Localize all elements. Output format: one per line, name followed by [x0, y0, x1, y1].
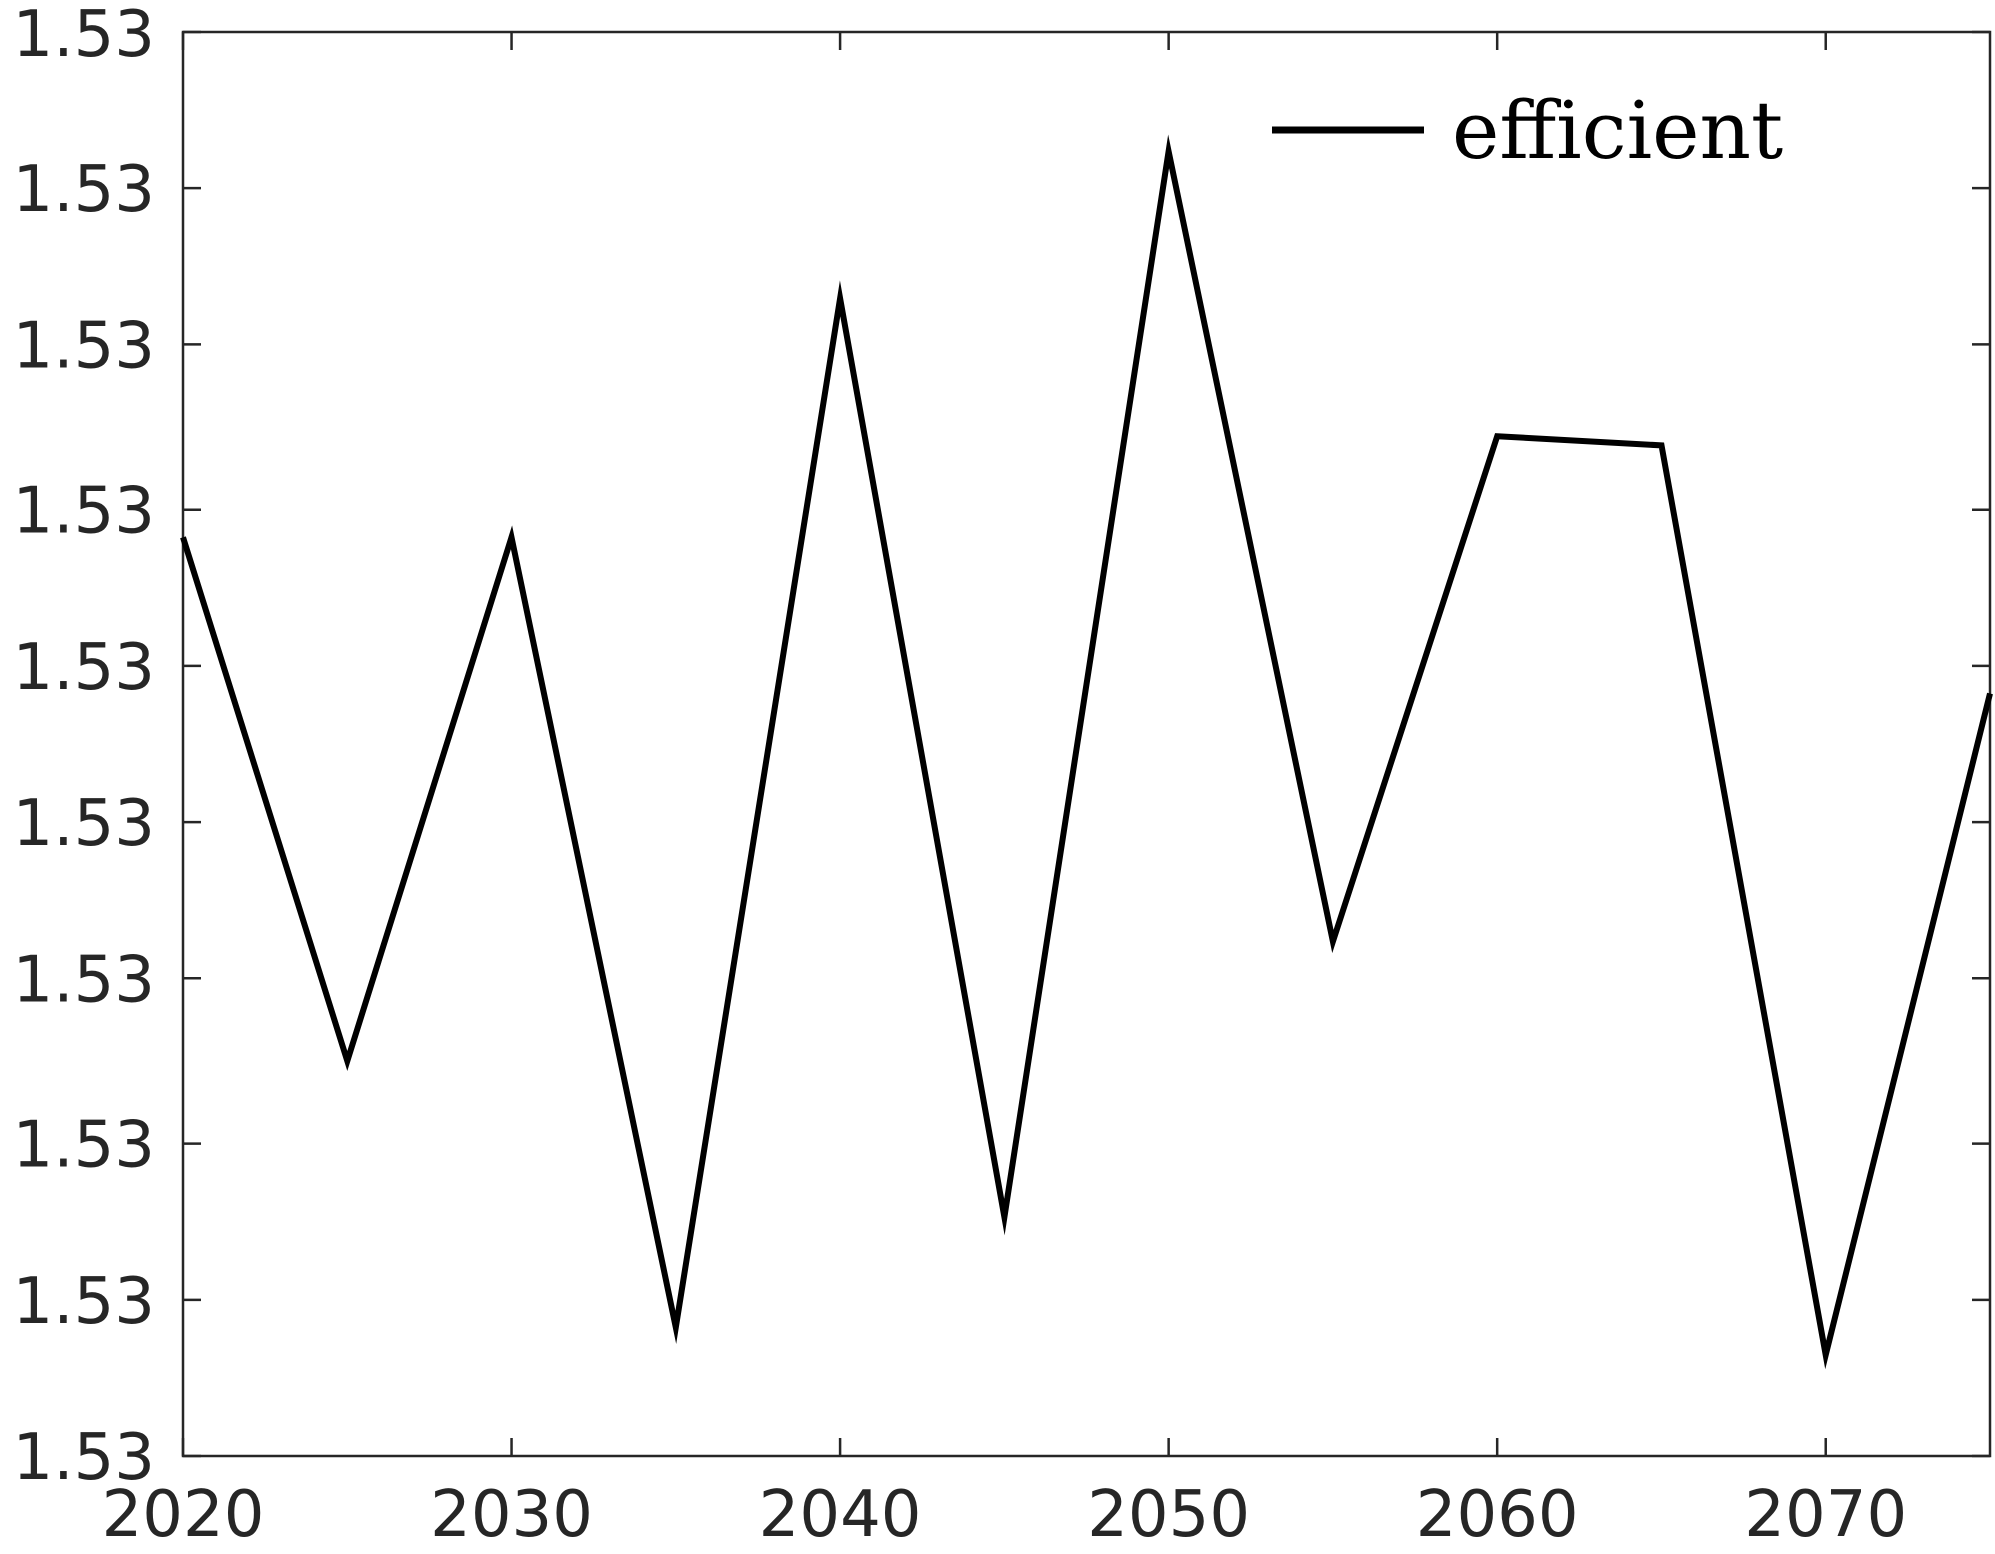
x-tick-label: 2050	[1087, 1478, 1250, 1552]
x-tick-label: 2070	[1744, 1478, 1907, 1552]
y-tick-label: 1.53	[13, 1421, 156, 1495]
legend: efficient	[1260, 80, 1820, 190]
plot-area-frame	[181, 30, 1992, 1458]
y-tick-label: 1.53	[13, 475, 156, 549]
x-tick-label: 2020	[102, 1478, 265, 1552]
y-tick-label: 1.53	[13, 153, 156, 227]
y-tick-label: 1.53	[13, 1265, 156, 1339]
x-tick-label: 2040	[759, 1478, 922, 1552]
y-tick-label: 1.53	[13, 943, 156, 1017]
series-lines	[180, 134, 1993, 1370]
y-tick-label: 1.53	[13, 631, 156, 705]
y-tick-label: 1.53	[13, 1109, 156, 1183]
legend-box	[1260, 80, 1820, 190]
series-line-efficient	[180, 134, 1993, 1370]
x-tick-label: 2030	[430, 1478, 593, 1552]
y-tick-label: 1.53	[13, 0, 156, 72]
axes	[181, 30, 1992, 1458]
x-tick-label: 2060	[1416, 1478, 1579, 1552]
legend-label-efficient: efficient	[1452, 84, 1783, 177]
ticks: 2020 2030 2040 2050 2060 2070 1.53 1.53 1.53 1.53…	[13, 0, 1990, 1552]
y-tick-label: 1.53	[13, 787, 156, 861]
y-tick-label: 1.53	[13, 309, 156, 383]
